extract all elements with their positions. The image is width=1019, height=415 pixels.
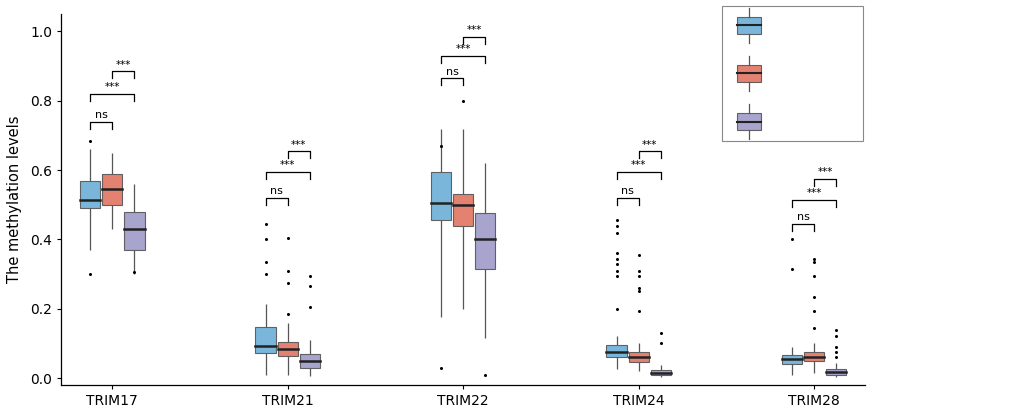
Text: ns: ns [796,212,809,222]
Text: ***: *** [806,188,821,198]
Y-axis label: The methylation levels: The methylation levels [7,116,22,283]
FancyBboxPatch shape [255,327,275,353]
Text: ***: *** [280,161,296,171]
Text: ***: *** [631,161,646,171]
FancyBboxPatch shape [300,354,320,368]
Text: WHO II: WHO II [774,19,819,32]
FancyBboxPatch shape [803,352,823,361]
Text: ***: *** [290,140,306,150]
Text: ***: *** [641,140,657,150]
FancyBboxPatch shape [782,354,802,364]
Text: ns: ns [621,186,634,196]
FancyBboxPatch shape [124,212,145,250]
FancyBboxPatch shape [277,342,298,356]
FancyBboxPatch shape [736,65,760,82]
Text: ***: *** [115,60,130,70]
FancyBboxPatch shape [650,370,671,375]
Text: ***: *** [466,25,482,35]
FancyBboxPatch shape [736,17,760,34]
FancyBboxPatch shape [721,6,862,141]
FancyBboxPatch shape [606,345,627,357]
FancyBboxPatch shape [79,181,100,208]
FancyBboxPatch shape [475,213,495,269]
FancyBboxPatch shape [628,352,648,362]
FancyBboxPatch shape [102,173,122,205]
FancyBboxPatch shape [452,194,473,226]
Text: ***: *** [455,44,471,54]
FancyBboxPatch shape [736,113,760,130]
Text: ***: *** [105,83,120,93]
Text: WHO IV: WHO IV [774,115,825,128]
Text: WHO III: WHO III [774,67,823,80]
FancyBboxPatch shape [825,369,846,375]
Text: ns: ns [270,186,283,196]
Text: ***: *** [817,167,833,177]
Text: ns: ns [95,110,108,120]
FancyBboxPatch shape [431,172,450,220]
Text: ns: ns [445,67,459,77]
